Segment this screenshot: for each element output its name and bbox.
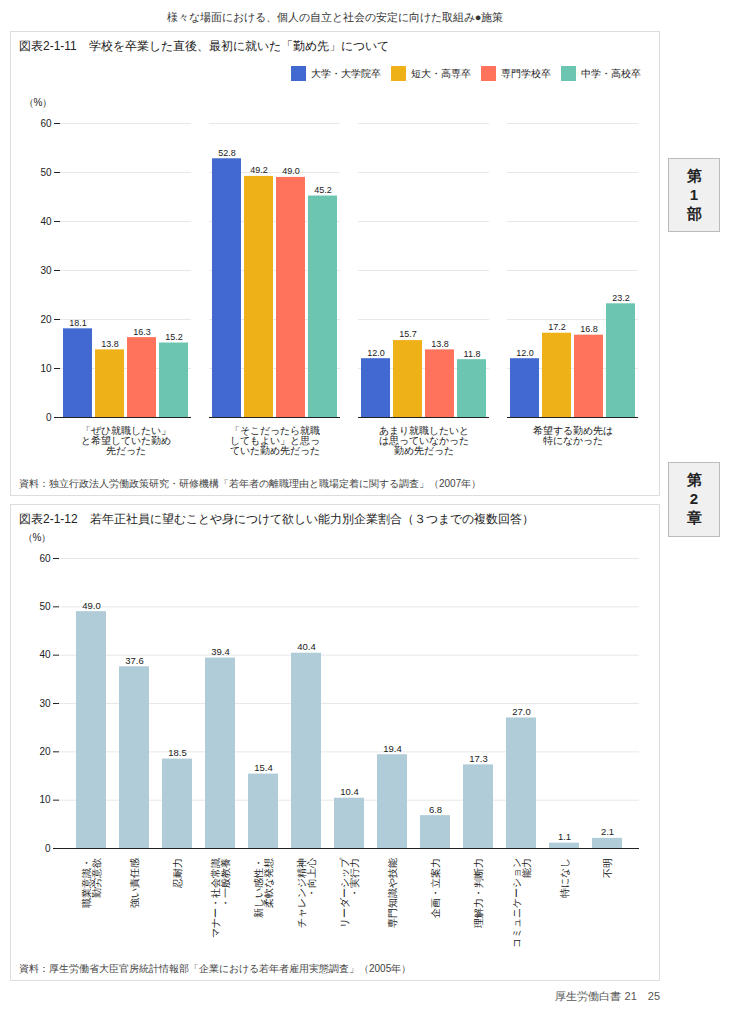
svg-text:0: 0 xyxy=(46,412,52,423)
html-text:資料：独立行政法人労働政策研究・研修機構「若年者の離職理由と: 資料：独立行政法人労働政策研究・研修機構「若年者の離職理由と職場定着に関する調査… xyxy=(19,478,482,489)
svg-text:企画・立案力: 企画・立案力 xyxy=(430,858,441,918)
html-text:2: 2 xyxy=(689,490,699,507)
svg-text:職業意識・勤労意欲: 職業意識・勤労意欲 xyxy=(81,858,102,908)
svg-text:60: 60 xyxy=(40,118,52,129)
svg-text:新しい感性・柔軟な発想: 新しい感性・柔軟な発想 xyxy=(253,858,274,918)
svg-text:あまり就職したいとは思っていなかった勤め先だった: あまり就職したいとは思っていなかった勤め先だった xyxy=(379,425,469,456)
svg-text:49.0: 49.0 xyxy=(282,166,300,176)
svg-text:17.2: 17.2 xyxy=(548,322,566,332)
svg-text:17.3: 17.3 xyxy=(469,753,488,764)
svg-text:12.0: 12.0 xyxy=(516,348,534,358)
svg-text:40: 40 xyxy=(39,649,51,660)
svg-text:39.4: 39.4 xyxy=(211,646,230,657)
svg-text:40.4: 40.4 xyxy=(297,641,316,652)
html-text:短大・高専卒: 短大・高専卒 xyxy=(411,66,471,80)
html-text:第: 第 xyxy=(686,471,702,489)
svg-text:18.5: 18.5 xyxy=(168,747,187,758)
html-text:厚生労働白書 21 25: 厚生労働白書 21 25 xyxy=(555,990,660,1002)
svg-text:16.3: 16.3 xyxy=(133,327,151,337)
svg-text:30: 30 xyxy=(40,265,52,276)
svg-text:60: 60 xyxy=(39,553,51,564)
svg-text:マナー・社会常識・一般教養: マナー・社会常識・一般教養 xyxy=(210,858,231,938)
html-text:図表2-1-11 学校を卒業した直後、最初に就いた「勤め先」: 図表2-1-11 学校を卒業した直後、最初に就いた「勤め先」について xyxy=(19,39,389,53)
html-text:大学・大学院卒: 大学・大学院卒 xyxy=(311,66,381,80)
svg-text:強い責任感: 強い責任感 xyxy=(129,858,140,908)
svg-text:10.4: 10.4 xyxy=(340,786,359,797)
svg-text:リーダーシップ・実行力: リーダーシップ・実行力 xyxy=(339,857,360,928)
svg-text:12.0: 12.0 xyxy=(367,348,385,358)
html-text:図表2-1-12 若年正社員に望むことや身につけて欲しい能力: 図表2-1-12 若年正社員に望むことや身につけて欲しい能力別企業割合（３つまで… xyxy=(19,512,534,526)
svg-text:13.8: 13.8 xyxy=(101,339,119,349)
svg-text:理解力・判断力: 理解力・判断力 xyxy=(473,858,484,928)
html-text:様々な場面における、個人の自立と社会の安定に向けた取組み●施: 様々な場面における、個人の自立と社会の安定に向けた取組み●施策 xyxy=(166,11,504,23)
svg-text:19.4: 19.4 xyxy=(383,743,402,754)
svg-text:専門知識や技能: 専門知識や技能 xyxy=(387,858,398,928)
svg-text:10: 10 xyxy=(39,794,51,805)
html-text:専門学校卒: 専門学校卒 xyxy=(501,66,551,80)
svg-text:チャレンジ精神・向上心: チャレンジ精神・向上心 xyxy=(296,858,317,928)
svg-text:15.2: 15.2 xyxy=(165,332,183,342)
svg-text:37.6: 37.6 xyxy=(125,655,144,666)
html-text:第: 第 xyxy=(686,167,702,184)
svg-text:52.8: 52.8 xyxy=(218,148,236,158)
svg-text:（%）: （%） xyxy=(24,97,53,108)
svg-text:45.2: 45.2 xyxy=(314,185,332,195)
svg-text:6.8: 6.8 xyxy=(429,804,442,815)
svg-text:15.7: 15.7 xyxy=(399,329,417,339)
svg-text:50: 50 xyxy=(40,167,52,178)
html-text:部: 部 xyxy=(686,204,702,222)
svg-text:1.1: 1.1 xyxy=(558,831,571,842)
svg-text:23.2: 23.2 xyxy=(612,293,630,303)
svg-text:30: 30 xyxy=(39,698,51,709)
svg-text:20: 20 xyxy=(40,314,52,325)
html-text:章: 章 xyxy=(686,508,702,526)
html-text:中学・高校卒: 中学・高校卒 xyxy=(581,66,641,80)
svg-text:2.1: 2.1 xyxy=(601,826,614,837)
svg-text:希望する勤め先は特になかった: 希望する勤め先は特になかった xyxy=(533,425,613,446)
svg-text:（%）: （%） xyxy=(23,532,52,543)
svg-text:20: 20 xyxy=(39,746,51,757)
html-text:資料：厚生労働省大臣官房統計情報部「企業における若年者雇用実: 資料：厚生労働省大臣官房統計情報部「企業における若年者雇用実態調査」（2005年… xyxy=(19,963,412,974)
svg-text:50: 50 xyxy=(39,601,51,612)
svg-text:15.4: 15.4 xyxy=(254,762,273,773)
svg-text:11.8: 11.8 xyxy=(464,349,481,359)
html-text:1: 1 xyxy=(689,185,699,203)
svg-text:18.1: 18.1 xyxy=(69,318,87,328)
svg-text:不明: 不明 xyxy=(602,858,613,878)
svg-text:49.2: 49.2 xyxy=(250,165,268,175)
svg-text:コミュニケーション能力: コミュニケーション能力 xyxy=(511,858,532,948)
svg-text:特になし: 特になし xyxy=(559,858,570,898)
svg-text:16.8: 16.8 xyxy=(580,324,598,334)
svg-text:「ぜひ就職したい」と希望していた勤め先だった: 「ぜひ就職したい」と希望していた勤め先だった xyxy=(81,425,171,456)
svg-text:「そこだったら就職してもよい」と思っていた勤め先だった: 「そこだったら就職してもよい」と思っていた勤め先だった xyxy=(230,425,320,456)
svg-text:忍耐力: 忍耐力 xyxy=(172,858,183,889)
svg-text:49.0: 49.0 xyxy=(82,600,101,611)
svg-text:0: 0 xyxy=(45,843,51,854)
svg-text:27.0: 27.0 xyxy=(512,706,531,717)
svg-text:13.8: 13.8 xyxy=(431,339,449,349)
svg-text:40: 40 xyxy=(40,216,52,227)
svg-text:10: 10 xyxy=(40,363,52,374)
